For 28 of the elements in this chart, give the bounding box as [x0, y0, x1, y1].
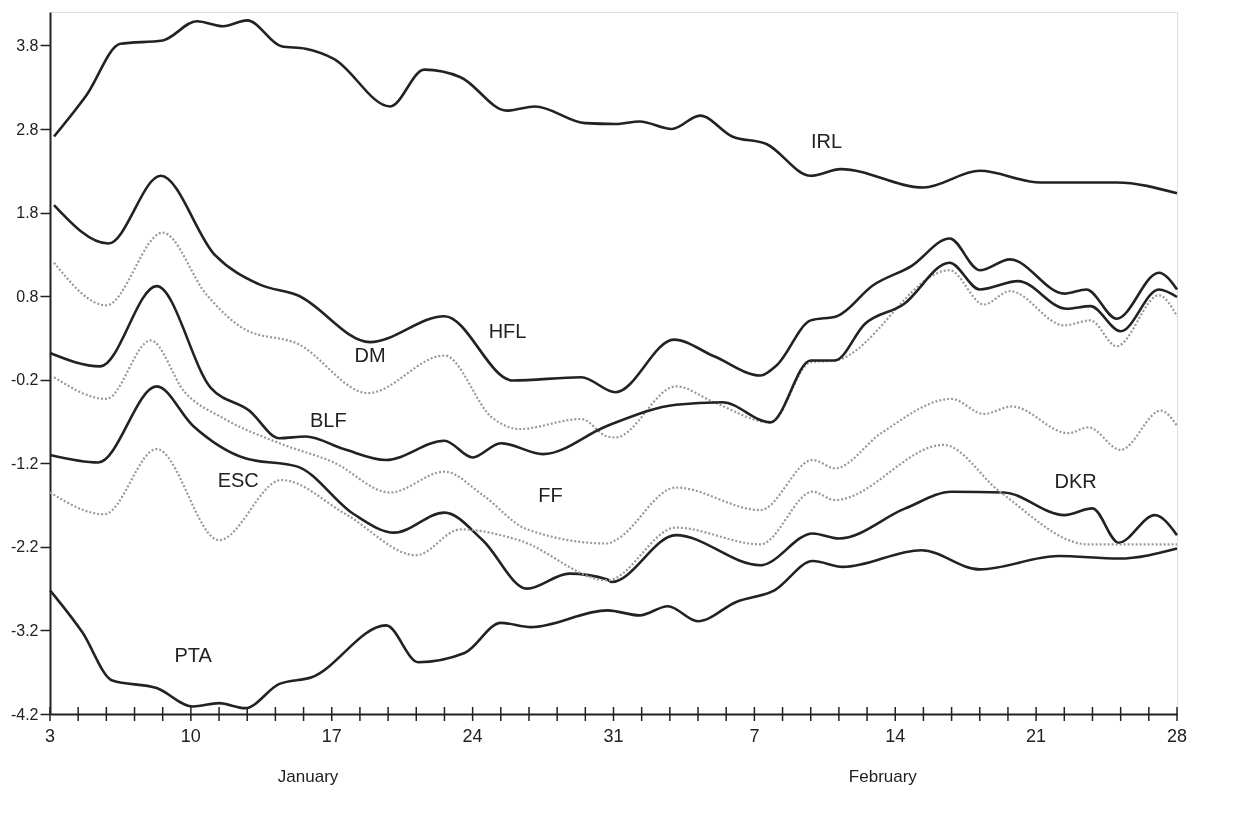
y-tick-label: 1.8	[16, 204, 39, 222]
annotation: HFL	[488, 320, 527, 343]
x-tick-label: 28	[1166, 726, 1188, 746]
x-tick-label: 3	[44, 726, 56, 746]
annotation: FF	[538, 483, 563, 506]
x-tick-label: 17	[321, 726, 342, 746]
y-tick-label: 3.8	[16, 36, 39, 54]
x-tick-label: 24	[462, 726, 483, 746]
x-tick-label: 7	[749, 726, 760, 746]
annotation: DM	[354, 343, 386, 366]
annotation: BLF	[310, 409, 347, 432]
annotation: IRL	[810, 129, 843, 152]
annotation: DKR	[1054, 470, 1097, 493]
y-tick-label: -2.2	[10, 538, 39, 556]
annotation: PTA	[174, 643, 213, 666]
text: January	[277, 767, 339, 787]
y-tick-label: -4.2	[10, 705, 39, 723]
x-tick-label: 31	[603, 726, 624, 746]
y-tick-label: -0.2	[10, 371, 39, 389]
y-tick-label: -1.2	[10, 454, 39, 472]
y-tick-label: 2.8	[16, 120, 39, 138]
x-tick-label: 14	[885, 726, 906, 746]
y-tick-label: -3.2	[10, 621, 39, 639]
text: February	[848, 767, 918, 787]
annotation: ESC	[217, 468, 259, 491]
y-tick-label: 0.8	[16, 287, 39, 305]
x-tick-label: 21	[1026, 726, 1047, 746]
x-tick-label: 10	[180, 726, 201, 746]
